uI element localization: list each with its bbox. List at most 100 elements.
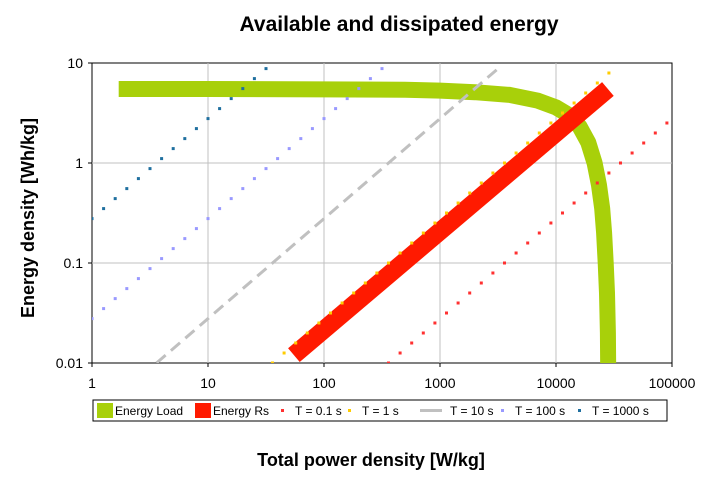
- legend-item-t-0-1-s: T = 0.1 s: [281, 404, 342, 418]
- legend-label: T = 100 s: [515, 404, 565, 418]
- data-point: [241, 187, 245, 191]
- data-point: [206, 217, 210, 221]
- data-point: [653, 131, 657, 135]
- series-energy-rs: [288, 82, 614, 362]
- data-point: [148, 267, 152, 271]
- series-t-1000-s: [92, 67, 268, 221]
- data-point: [537, 231, 541, 235]
- data-point: [322, 117, 326, 121]
- data-point: [665, 121, 669, 125]
- data-point: [503, 261, 506, 265]
- data-point: [252, 177, 256, 181]
- data-point: [572, 201, 576, 205]
- data-point: [183, 237, 187, 241]
- data-point: [491, 171, 495, 175]
- data-point: [171, 247, 175, 251]
- data-point: [387, 261, 390, 265]
- x-tick-label: 100: [312, 375, 336, 391]
- data-point: [241, 87, 245, 91]
- y-tick-label: 10: [67, 55, 83, 71]
- data-point: [642, 141, 646, 145]
- data-point: [549, 221, 553, 225]
- data-point: [607, 171, 611, 175]
- data-point: [561, 211, 564, 215]
- legend: Energy Load Energy Rs T = 0.1 s T = 1 s T = …: [92, 399, 668, 422]
- legend-swatch: [97, 403, 113, 418]
- legend-item-t-10-s: T = 10 s: [420, 404, 493, 418]
- series-t-0-1-s: [387, 121, 669, 363]
- data-point: [357, 87, 361, 91]
- data-point: [491, 271, 495, 275]
- data-point: [514, 251, 518, 255]
- data-point: [514, 151, 518, 155]
- data-point: [113, 297, 117, 301]
- series-layer: [92, 65, 669, 363]
- x-tick-label: 10000: [537, 375, 576, 391]
- data-point: [171, 147, 175, 151]
- x-axis-title: Total power density [W/kg]: [257, 450, 485, 470]
- data-point: [136, 277, 140, 281]
- data-point: [299, 137, 303, 141]
- legend-label: Energy Rs: [213, 404, 269, 418]
- data-point: [410, 241, 414, 245]
- data-point: [503, 161, 506, 165]
- data-point: [317, 321, 321, 325]
- data-point: [595, 81, 599, 85]
- y-tick-label: 0.1: [64, 255, 84, 271]
- data-point: [584, 191, 588, 195]
- data-point: [584, 91, 588, 95]
- data-point: [456, 201, 460, 205]
- legend-swatch: [195, 403, 211, 418]
- data-point: [125, 287, 129, 291]
- data-point: [183, 137, 187, 141]
- data-point: [410, 341, 414, 345]
- legend-label: T = 1 s: [362, 404, 399, 418]
- data-point: [194, 227, 198, 231]
- legend-label: Energy Load: [115, 404, 183, 418]
- legend-item-energy-load: Energy Load: [97, 403, 183, 418]
- x-tick-label: 10: [200, 375, 216, 391]
- legend-label: T = 0.1 s: [295, 404, 342, 418]
- data-point: [433, 221, 437, 225]
- y-tick-label: 1: [75, 155, 83, 171]
- data-point: [92, 317, 94, 321]
- data-point: [387, 361, 390, 363]
- data-point: [345, 97, 349, 101]
- data-point: [194, 127, 198, 131]
- data-point: [456, 301, 460, 305]
- legend-label: T = 10 s: [450, 404, 493, 418]
- data-point: [380, 67, 384, 71]
- tick-labels: 1 10 100 1000 10000 100000 0.01 0.1 1 10: [56, 55, 696, 391]
- data-point: [561, 111, 564, 115]
- data-point: [229, 197, 233, 201]
- data-point: [329, 311, 332, 315]
- data-point: [630, 151, 634, 155]
- series-t-100-s: [92, 67, 384, 321]
- data-point: [619, 161, 622, 165]
- data-point: [218, 107, 222, 111]
- x-tick-label: 100000: [649, 375, 696, 391]
- data-point: [537, 131, 541, 135]
- data-point: [294, 341, 298, 345]
- data-point: [572, 101, 576, 105]
- data-point: [276, 157, 280, 161]
- data-point: [310, 127, 314, 131]
- data-point: [526, 241, 530, 245]
- data-point: [375, 271, 379, 275]
- data-point: [264, 67, 268, 71]
- data-point: [398, 351, 402, 355]
- data-point: [102, 307, 106, 311]
- legend-item-t-1-s: T = 1 s: [348, 404, 399, 418]
- data-point: [92, 217, 94, 221]
- data-point: [113, 197, 117, 201]
- y-tick-label: 0.01: [56, 355, 83, 371]
- data-point: [421, 231, 425, 235]
- data-point: [421, 331, 425, 335]
- legend-swatch: [501, 409, 504, 412]
- data-point: [305, 331, 309, 335]
- data-point: [433, 321, 437, 325]
- data-point: [607, 71, 611, 75]
- data-point: [352, 291, 356, 295]
- legend-label: T = 1000 s: [592, 404, 649, 418]
- legend-swatch: [281, 409, 284, 412]
